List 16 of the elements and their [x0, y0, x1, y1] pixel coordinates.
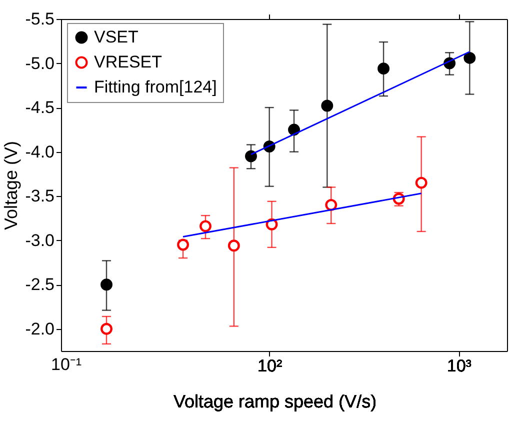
y-tick-label: -5.5: [25, 10, 54, 28]
y-tick-label: -3.5: [25, 186, 54, 206]
y-tick-label: -2.0: [25, 319, 54, 338]
y-tick-label: -5.0: [25, 54, 54, 73]
text: 10⁻¹: [51, 355, 82, 374]
y-tick-label: -4.0: [25, 142, 54, 162]
x-tick-label: 10³: [446, 356, 472, 376]
y-axis-title: Voltage (V): [1, 140, 22, 230]
legend-label: Fitting from[124]: [94, 78, 217, 96]
y-tick-label: -2.5: [25, 275, 54, 294]
legend-label: VSET: [94, 28, 138, 46]
x-tick-label: 10²: [258, 356, 282, 376]
x-axis-title: Voltage ramp speed (V/s): [173, 392, 377, 412]
y-tick-label: -3.0: [25, 230, 54, 250]
legend-label: VRESET: [94, 52, 162, 72]
y-tick-label: -4.5: [25, 98, 54, 118]
